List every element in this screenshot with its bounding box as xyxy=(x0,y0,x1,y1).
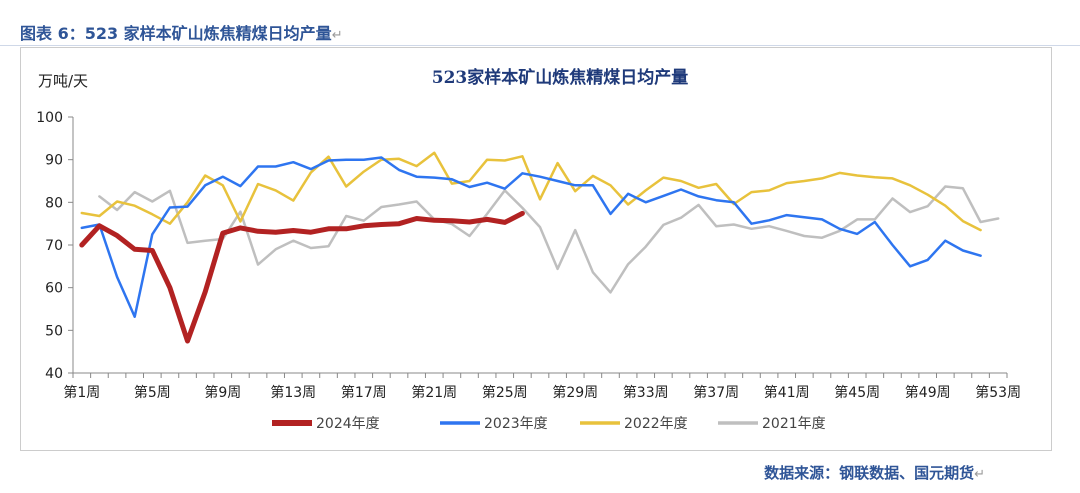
series-line-2021年度 xyxy=(98,185,1000,294)
x-tick-label: 第37周 xyxy=(693,384,739,401)
figure-caption: 图表 6：523 家样本矿山炼焦精煤日均产量↵ xyxy=(20,20,343,44)
series-line-2023年度 xyxy=(80,156,982,318)
x-tick-label: 第13周 xyxy=(270,384,316,401)
x-tick-label: 第9周 xyxy=(204,384,241,401)
y-tick-label: 90 xyxy=(45,153,63,169)
x-tick-label: 第45周 xyxy=(834,384,880,401)
legend-label: 2024年度 xyxy=(316,416,380,432)
return-mark: ↵ xyxy=(331,28,343,43)
x-tick-label: 第1周 xyxy=(63,384,100,401)
x-tick-label: 第29周 xyxy=(552,384,598,401)
x-tick-label: 第49周 xyxy=(905,384,951,401)
x-tick-label: 第41周 xyxy=(764,384,810,401)
series-line-2022年度 xyxy=(80,151,982,232)
y-tick-label: 60 xyxy=(45,281,63,297)
y-tick-label: 40 xyxy=(45,366,63,382)
series-line-2024年度 xyxy=(79,210,525,344)
x-tick-label: 第33周 xyxy=(623,384,669,401)
legend-label: 2021年度 xyxy=(762,416,826,432)
figure-title: 图表 6：523 家样本矿山炼焦精煤日均产量 xyxy=(20,24,332,43)
y-tick-label: 100 xyxy=(36,110,63,126)
legend-label: 2023年度 xyxy=(484,416,548,432)
chart-title: 523家样本矿山炼焦精煤日均产量 xyxy=(432,67,689,88)
divider xyxy=(0,45,1080,46)
legend-label: 2022年度 xyxy=(624,416,688,432)
source-text: 数据来源：钢联数据、国元期货 xyxy=(764,464,975,482)
y-tick-label: 50 xyxy=(45,323,63,339)
return-mark: ↵ xyxy=(974,467,985,482)
x-tick-label: 第53周 xyxy=(975,384,1021,401)
x-tick-label: 第5周 xyxy=(134,384,171,401)
x-tick-label: 第21周 xyxy=(411,384,457,401)
data-source: 数据来源：钢联数据、国元期货↵ xyxy=(764,462,985,483)
y-axis-label: 万吨/天 xyxy=(38,72,88,90)
y-tick-label: 70 xyxy=(45,238,63,254)
x-tick-label: 第25周 xyxy=(482,384,528,401)
y-tick-label: 80 xyxy=(45,195,63,211)
x-tick-label: 第17周 xyxy=(341,384,387,401)
chart-frame xyxy=(20,47,1052,451)
